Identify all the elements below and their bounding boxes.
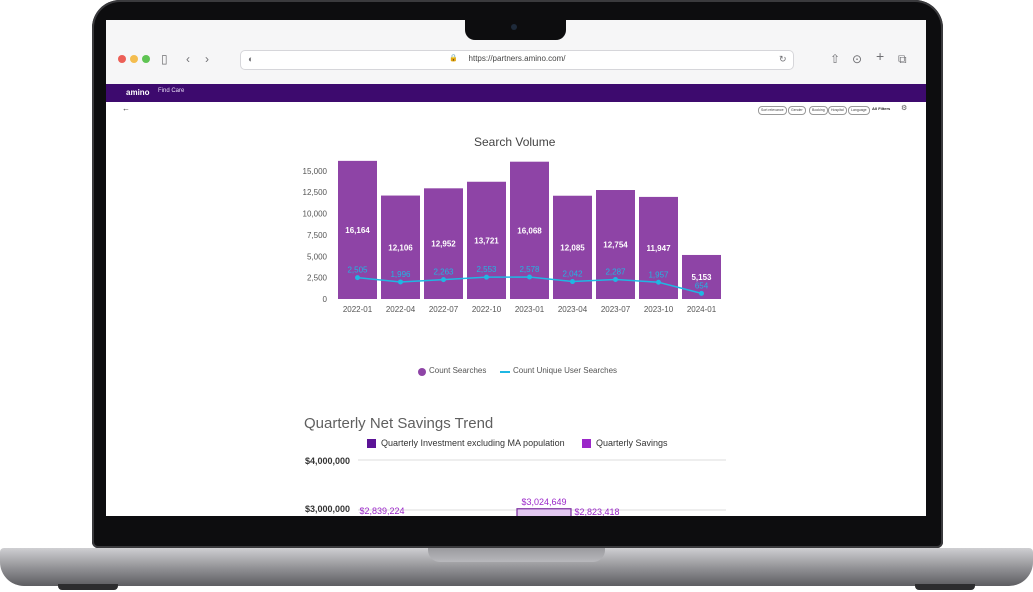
nav-find-care[interactable]: Find Care [158,88,185,94]
bar-data-label: 5,153 [691,273,712,282]
filter-gender[interactable]: Gender [788,106,806,115]
point-unique-searches [656,279,661,285]
filter-sort[interactable]: Sort relevance [758,106,787,115]
privacy-shield-icon[interactable]: ◐ [248,54,254,64]
legend-savings: Quarterly Savings [596,438,668,448]
savings-data-label: $2,823,418 [574,507,619,516]
forward-arrow-icon[interactable]: › [205,52,209,66]
line-data-label: 2,578 [519,265,540,274]
reload-icon[interactable]: ↻ [779,54,787,64]
base-lip [428,548,605,562]
search-volume-title: Search Volume [474,135,556,149]
filter-hospital[interactable]: Hospital [828,106,847,115]
legend-searches-marker [418,368,426,376]
legend-count-searches: Count Searches [429,366,487,375]
savings-trend-title: Quarterly Net Savings Trend [304,415,494,432]
url-text[interactable]: https://partners.amino.com/ [468,54,566,63]
legend-investment-marker [367,439,376,448]
bar-data-label: 11,947 [646,244,671,253]
y-tick-label: 7,500 [307,231,328,240]
lock-icon: 🔒 [449,55,458,62]
downloads-icon[interactable]: ⊙ [852,52,863,66]
bar-data-label: 16,164 [345,226,370,235]
y-tick-label: 15,000 [303,167,328,176]
y-tick-label: 10,000 [303,210,328,219]
y-tick-label: $4,000,000 [305,456,350,466]
savings-data-label: $2,839,224 [359,506,404,516]
line-data-label: 654 [695,281,709,290]
bar-data-label: 12,085 [560,243,585,252]
point-unique-searches [570,279,575,285]
point-unique-searches [398,279,403,285]
point-unique-searches [441,277,446,283]
filter-booking[interactable]: Booking [809,106,828,115]
bar-data-label: 12,754 [603,241,628,250]
x-tick-label: 2022-04 [386,305,416,314]
line-data-label: 2,287 [605,267,626,276]
x-tick-label: 2023-04 [558,305,588,314]
line-data-label: 2,505 [347,266,368,275]
tabs-overview-icon[interactable]: ⧉ [898,52,907,66]
y-tick-label: $3,000,000 [305,504,350,514]
address-bar[interactable]: ◐ 🔒 https://partners.amino.com/ ↻ [240,50,794,70]
filter-language[interactable]: Language [848,106,870,115]
x-tick-label: 2022-01 [343,305,373,314]
bar-data-label: 16,068 [517,226,542,235]
point-unique-searches [699,290,704,296]
y-tick-label: 12,500 [303,188,328,197]
laptop-foot [915,584,975,590]
sidebar-icon[interactable]: ▯ [161,52,168,66]
line-data-label: 2,042 [562,270,583,279]
x-tick-label: 2023-10 [644,305,674,314]
all-filters-button[interactable]: All Filters [872,106,891,111]
x-tick-label: 2022-07 [429,305,459,314]
close-window-button[interactable] [118,55,126,63]
point-unique-searches [527,274,532,280]
line-data-label: 2,553 [476,265,497,274]
x-tick-label: 2023-01 [515,305,545,314]
x-tick-label: 2023-07 [601,305,631,314]
search-volume-chart: 0 2,500 5,000 7,500 10,000 12,500 15,000 16,164… [303,160,721,314]
minimize-window-button[interactable] [130,55,138,63]
savings-data-label: $3,024,649 [521,497,566,507]
legend-unique-marker [500,371,510,373]
point-unique-searches [613,276,618,282]
camera-icon [511,24,517,30]
line-data-label: 1,957 [648,270,669,279]
dashboard-content: Search Volume 0 2,500 5,000 7,500 10,000 12,5… [106,118,926,516]
point-unique-searches [355,275,360,281]
screen: ▯ ‹ › ◐ 🔒 https://partners.amino.com/ ↻ … [106,20,926,516]
amino-logo[interactable]: amino [126,88,150,97]
filter-bar: ← Sort relevance Gender Booking Hospital… [106,102,926,119]
legend-investment: Quarterly Investment excluding MA popula… [381,438,565,448]
laptop-foot [58,584,118,590]
back-arrow-icon[interactable]: ‹ [186,52,190,66]
line-data-label: 2,263 [433,268,454,277]
savings-trend-chart: $4,000,000$3,000,000$2,839,224$2,558,538… [305,456,726,516]
x-tick-label: 2024-01 [687,305,717,314]
camera-notch [465,20,566,40]
bar-quarterly-savings [516,508,572,516]
y-tick-label: 0 [323,295,328,304]
line-data-label: 1,996 [390,270,411,279]
laptop-base [0,548,1033,586]
back-arrow-icon[interactable]: ← [122,104,130,113]
bar-data-label: 12,952 [431,240,456,249]
y-tick-label: 5,000 [307,252,328,261]
bar-data-label: 13,721 [474,236,499,245]
legend-savings-marker [582,439,591,448]
point-unique-searches [484,274,489,280]
y-tick-label: 2,500 [307,274,328,283]
x-tick-label: 2022-10 [472,305,502,314]
legend-count-unique: Count Unique User Searches [513,366,618,375]
zoom-window-button[interactable] [142,55,150,63]
share-icon[interactable]: ⇧ [830,52,841,66]
new-tab-icon[interactable]: + [876,48,885,64]
app-header: amino Find Care [106,84,926,102]
bar-data-label: 12,106 [388,243,413,252]
settings-gear-icon[interactable]: ⚙ [901,105,908,112]
